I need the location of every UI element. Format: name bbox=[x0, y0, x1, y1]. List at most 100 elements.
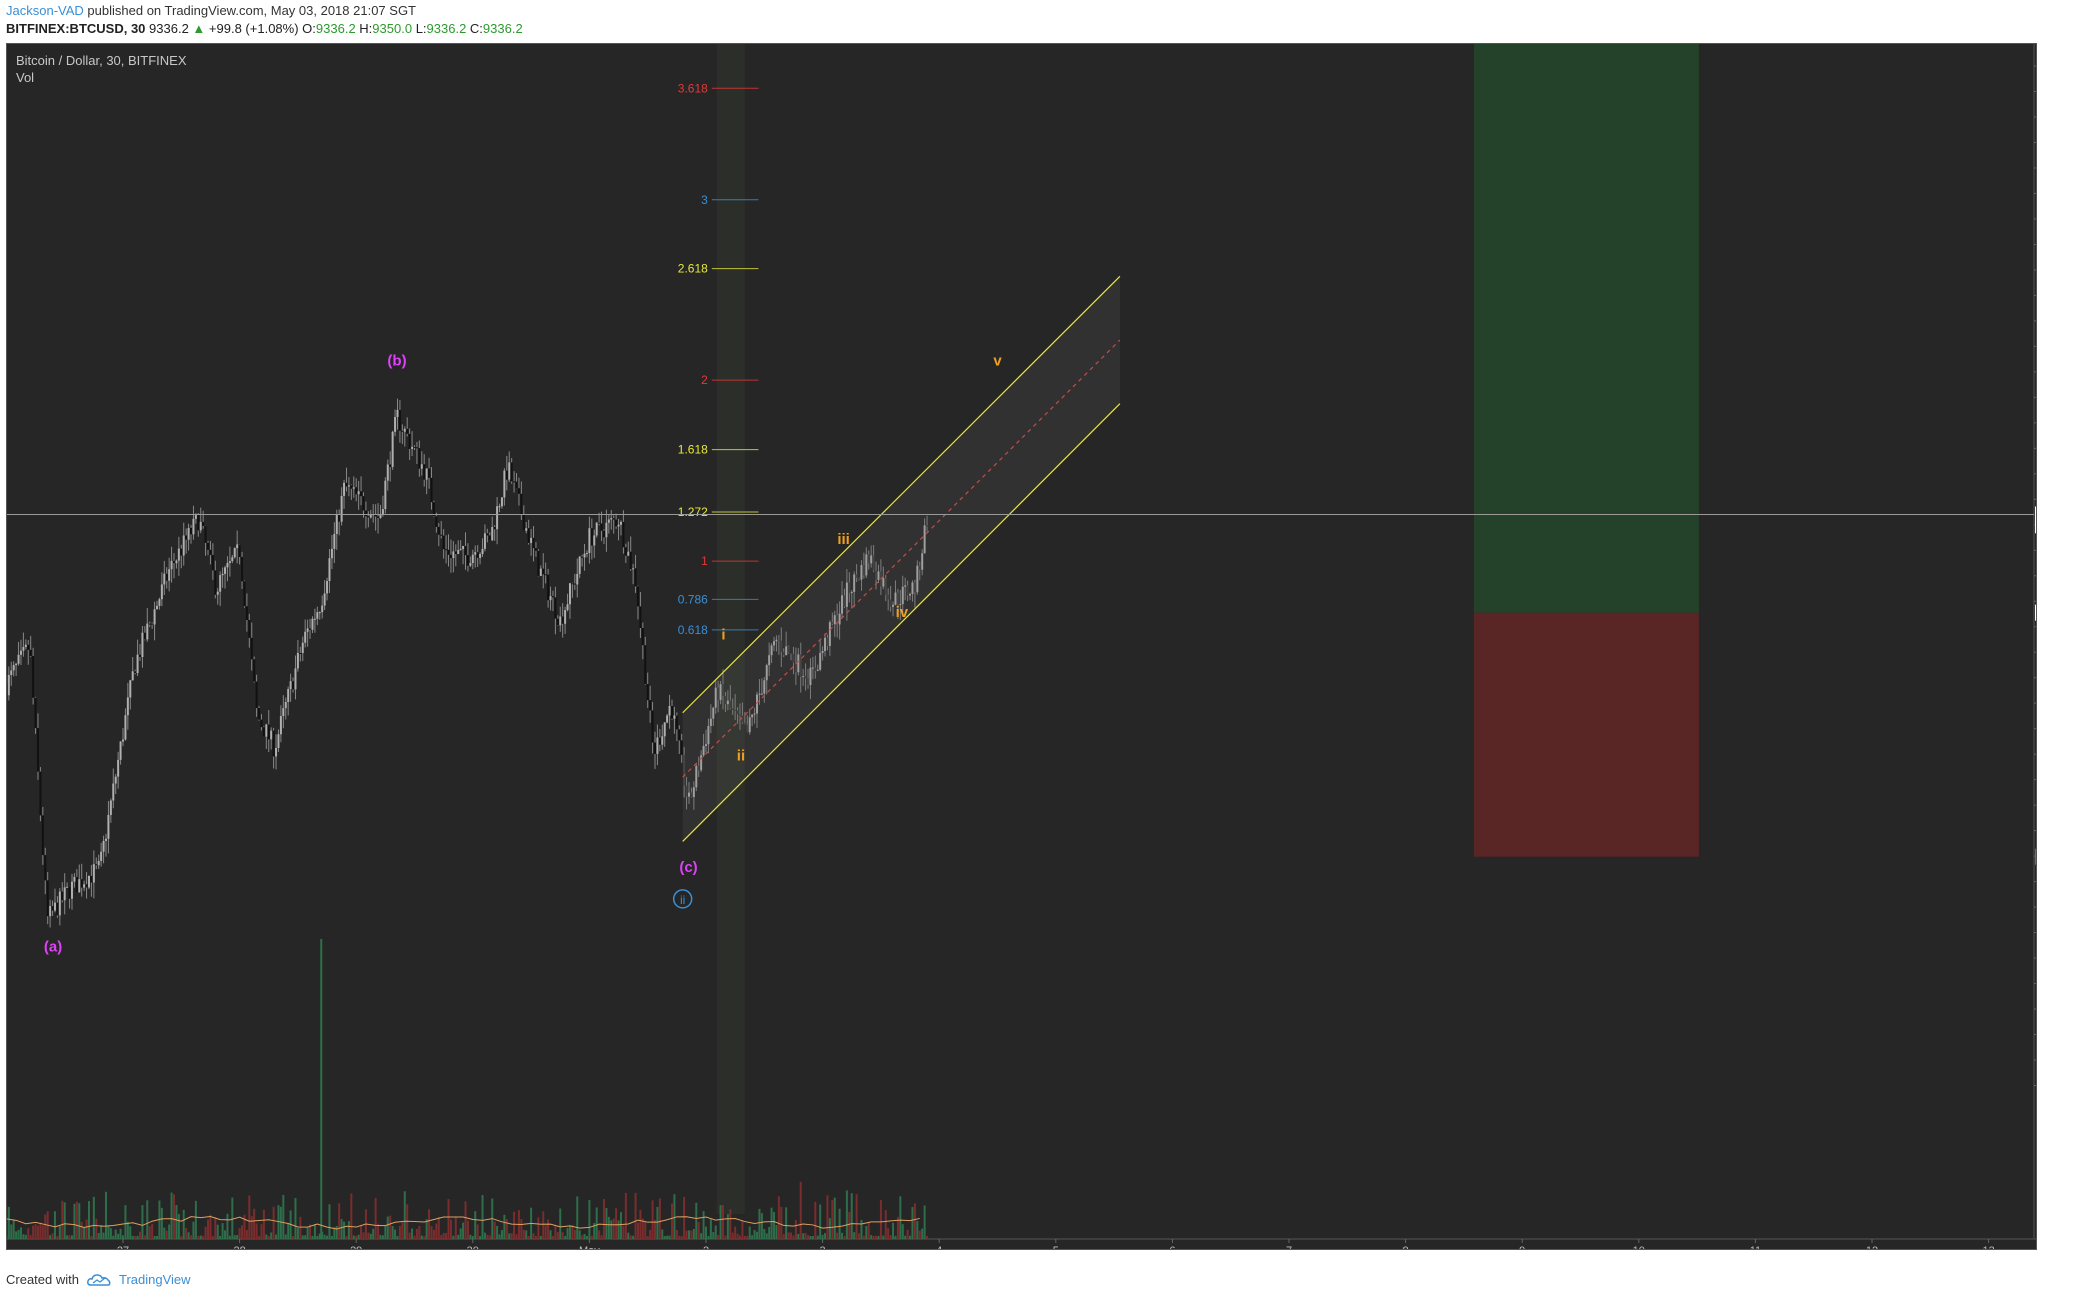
candle-body bbox=[653, 742, 656, 754]
volume-bar bbox=[770, 1207, 773, 1239]
low-key: L: bbox=[415, 21, 427, 36]
volume-bar bbox=[391, 1225, 394, 1239]
volume-bar bbox=[377, 1223, 380, 1239]
volume-bar bbox=[474, 1211, 477, 1239]
candle-body bbox=[199, 521, 202, 531]
candle-body bbox=[194, 515, 197, 519]
volume-bar bbox=[695, 1202, 698, 1239]
volume-bar bbox=[335, 1225, 338, 1239]
volume-bar bbox=[398, 1225, 401, 1239]
volume-bar bbox=[454, 1217, 457, 1239]
candle-body bbox=[309, 628, 312, 630]
candle-body bbox=[794, 662, 797, 673]
candle-body bbox=[680, 740, 683, 755]
candle-body bbox=[826, 637, 829, 646]
candle-body bbox=[862, 565, 865, 576]
volume-bar bbox=[559, 1208, 562, 1239]
volume-bar bbox=[712, 1232, 715, 1239]
candle-body bbox=[751, 714, 754, 718]
candle-body bbox=[741, 715, 744, 723]
volume-bar bbox=[340, 1219, 343, 1239]
candle-body bbox=[522, 514, 525, 531]
candle-body bbox=[848, 582, 851, 594]
volume-bar bbox=[352, 1235, 355, 1239]
volume-bar bbox=[899, 1196, 902, 1239]
candle-body bbox=[887, 594, 890, 600]
candle-body bbox=[284, 702, 287, 709]
volume-bar bbox=[423, 1235, 426, 1239]
volume-bar bbox=[673, 1194, 676, 1239]
volume-bar bbox=[175, 1205, 178, 1239]
volume-bar bbox=[488, 1235, 491, 1239]
candle-body bbox=[636, 586, 639, 607]
candle-body bbox=[265, 724, 268, 737]
tradingview-link[interactable]: TradingView bbox=[118, 1272, 191, 1287]
volume-bar bbox=[362, 1232, 365, 1239]
candle-body bbox=[498, 506, 501, 508]
author-link[interactable]: Jackson-VAD bbox=[6, 3, 84, 18]
candle-body bbox=[598, 522, 601, 524]
x-tick-label: 10 bbox=[1633, 1245, 1645, 1249]
volume-bar bbox=[690, 1230, 693, 1239]
volume-bar bbox=[39, 1222, 42, 1239]
candle-body bbox=[126, 697, 129, 716]
volume-bar bbox=[566, 1227, 569, 1239]
candle-body bbox=[760, 693, 763, 695]
candle-body bbox=[476, 552, 479, 558]
volume-bar bbox=[192, 1221, 195, 1239]
volume-bar bbox=[590, 1235, 593, 1239]
candle-body bbox=[204, 525, 207, 543]
candle-body bbox=[233, 548, 236, 558]
volume-bar bbox=[447, 1199, 450, 1239]
fib-level-label: 1.272 bbox=[678, 505, 708, 519]
candle-body bbox=[425, 468, 428, 480]
candle-body bbox=[690, 792, 693, 798]
candle-body bbox=[440, 534, 443, 536]
volume-bar bbox=[872, 1235, 875, 1239]
volume-bar bbox=[270, 1232, 273, 1239]
candle-body bbox=[292, 681, 295, 690]
volume-bar bbox=[581, 1235, 584, 1239]
candle-body bbox=[39, 771, 42, 816]
volume-bar bbox=[675, 1229, 678, 1239]
publish-info: Jackson-VAD published on TradingView.com… bbox=[6, 3, 416, 18]
candle-body bbox=[224, 567, 227, 574]
volume-bar bbox=[87, 1201, 90, 1239]
candle-body bbox=[87, 875, 90, 888]
volume-bar bbox=[678, 1235, 681, 1239]
candle-body bbox=[117, 759, 120, 777]
candle-body bbox=[542, 568, 545, 575]
candle-body bbox=[107, 814, 110, 839]
candle-body bbox=[753, 713, 756, 715]
price-chart[interactable]: 8440.08480.08520.08560.08600.08640.08680… bbox=[7, 44, 2036, 1249]
volume-bar bbox=[904, 1235, 907, 1239]
volume-bar bbox=[564, 1235, 567, 1239]
fib-level-label: 2.618 bbox=[678, 262, 708, 276]
candle-body bbox=[649, 700, 652, 711]
volume-bar bbox=[636, 1222, 639, 1239]
volume-bar bbox=[729, 1209, 732, 1239]
candle-body bbox=[909, 593, 912, 596]
volume-bar bbox=[323, 1234, 326, 1239]
candle-body bbox=[870, 555, 873, 564]
x-tick-label: 4 bbox=[936, 1245, 942, 1249]
volume-bar bbox=[819, 1204, 822, 1239]
candle-body bbox=[139, 654, 142, 658]
candle-body bbox=[175, 560, 178, 564]
volume-bar bbox=[146, 1200, 149, 1239]
candle-body bbox=[330, 548, 333, 559]
volume-bar bbox=[588, 1199, 591, 1239]
candle-body bbox=[374, 514, 377, 517]
candle-body bbox=[904, 585, 907, 587]
volume-bar bbox=[680, 1235, 683, 1239]
volume-bar bbox=[882, 1235, 885, 1239]
volume-bar bbox=[906, 1229, 909, 1239]
volume-bar bbox=[231, 1197, 234, 1239]
volume-bar bbox=[585, 1235, 588, 1239]
candle-body bbox=[221, 573, 224, 576]
candle-body bbox=[913, 582, 916, 593]
countdown-badge-bg bbox=[2035, 517, 2036, 534]
chart-pane[interactable]: 8440.08480.08520.08560.08600.08640.08680… bbox=[6, 43, 2037, 1250]
volume-bar bbox=[44, 1214, 47, 1239]
volume-bar bbox=[226, 1213, 229, 1239]
